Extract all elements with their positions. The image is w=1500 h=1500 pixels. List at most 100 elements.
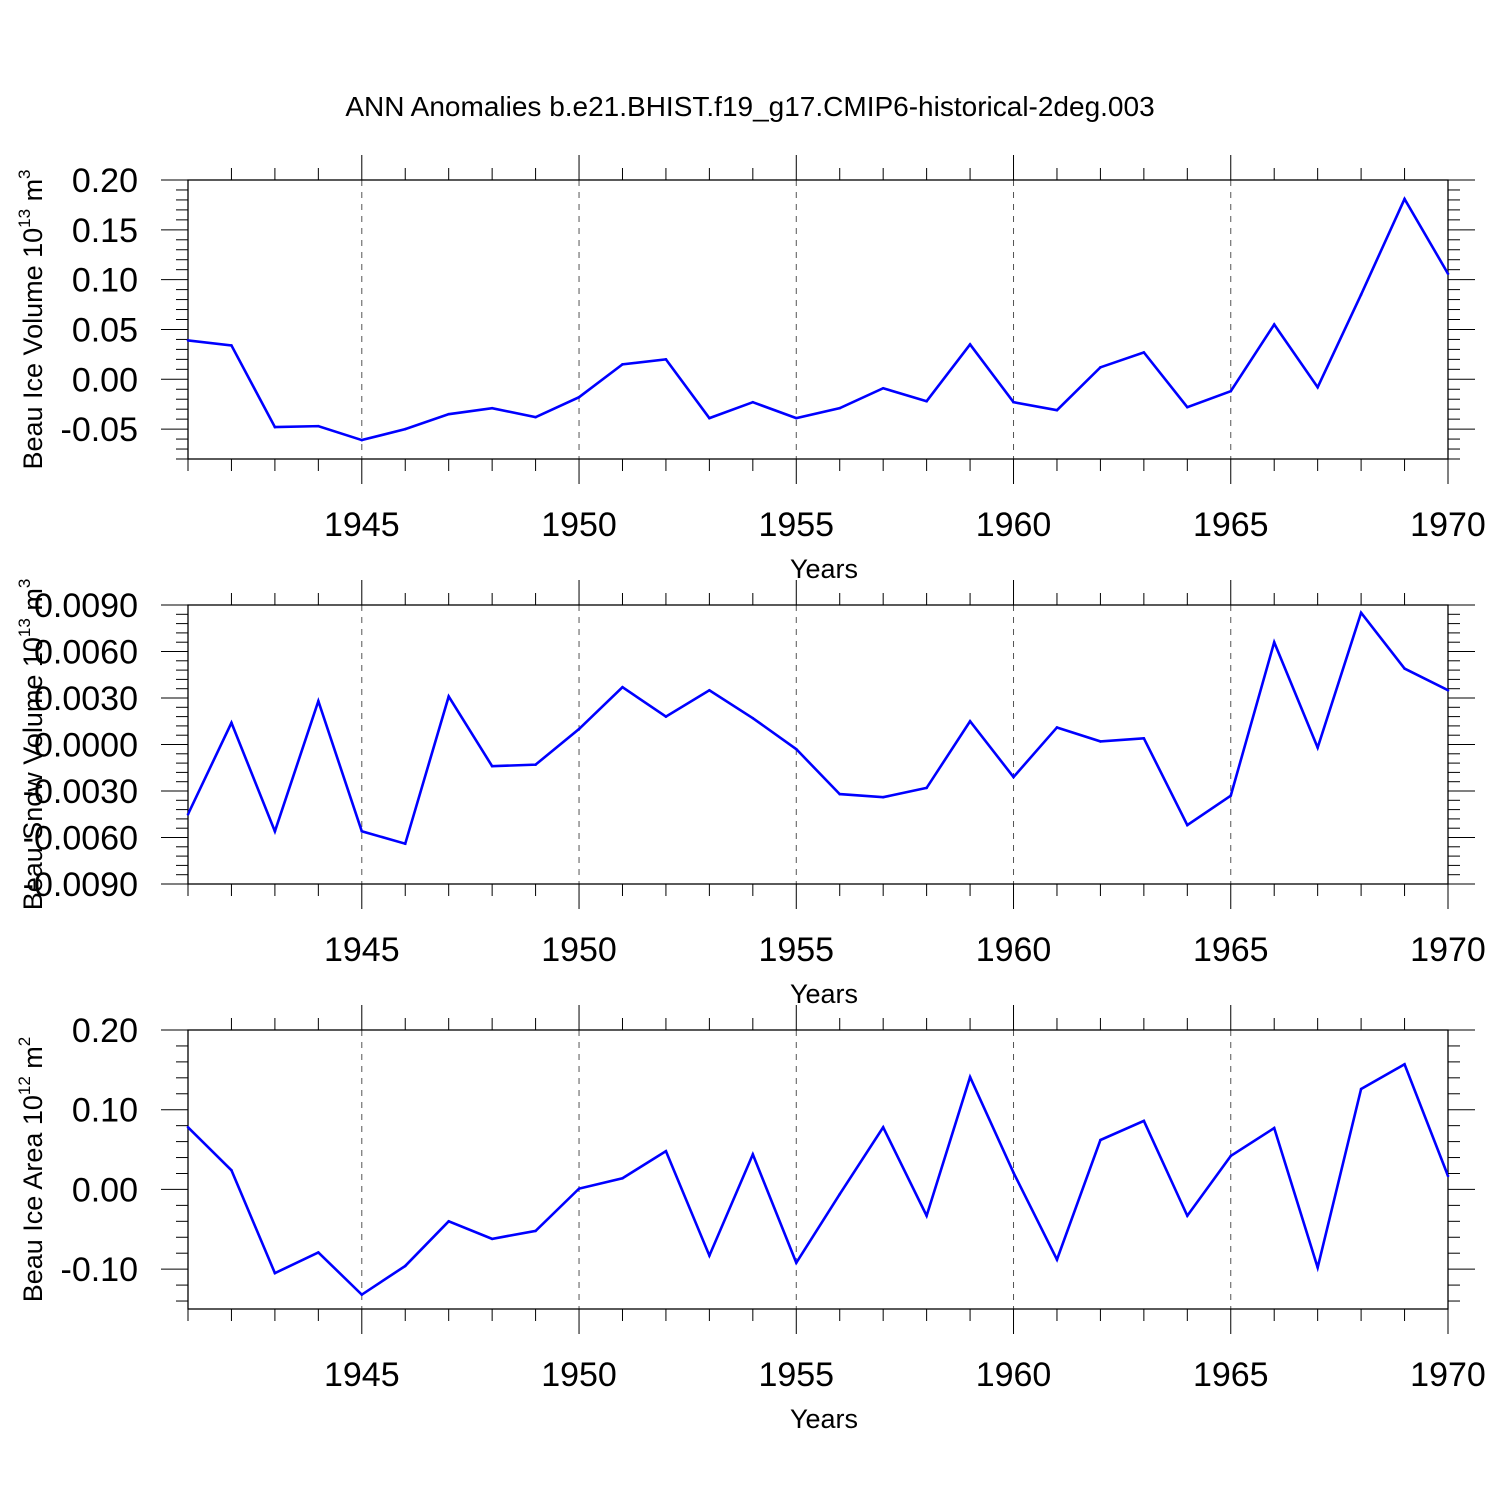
y-tick-label: -0.0030 (23, 773, 138, 811)
data-point (1186, 1214, 1189, 1218)
data-point (708, 688, 711, 692)
data-point (664, 358, 668, 361)
data-point (230, 1168, 233, 1172)
data-point (534, 415, 537, 419)
data-point (490, 406, 494, 410)
data-point (360, 830, 364, 833)
x-tick-label: 1960 (976, 1356, 1052, 1394)
data-point (1229, 794, 1233, 797)
x-tick-label: 1970 (1410, 506, 1486, 544)
data-point (360, 1293, 364, 1296)
data-point (1186, 405, 1189, 409)
data-point (490, 764, 494, 768)
data-point (534, 763, 537, 766)
plot-frame (187, 1029, 1449, 1310)
x-tick-label: 1960 (976, 506, 1052, 544)
data-point (664, 715, 668, 718)
panel-1: 0.20 0.15 0.10 0.05 0.00 -0.05 1945 1950 1955 196… (15, 155, 1486, 584)
y-tick-label: 0.00 (72, 1171, 138, 1209)
y-tick-label: -0.05 (61, 411, 139, 449)
data-point (1403, 1062, 1406, 1066)
data-point (577, 395, 581, 399)
data-point (186, 1125, 190, 1129)
data-point (534, 1229, 537, 1233)
x-tick-label: 1965 (1193, 1356, 1269, 1394)
x-tick-label: 1960 (976, 931, 1052, 969)
y-tick-label: 0.20 (72, 1012, 138, 1050)
data-point (1359, 1087, 1363, 1091)
data-point (1446, 272, 1450, 275)
data-point (230, 721, 233, 725)
data-point (273, 425, 277, 429)
data-point (968, 1075, 972, 1079)
y-axis-title-unit-exponent: 2 (15, 1037, 34, 1046)
y-axis-title: Beau Ice Area 1012 m2 (15, 1037, 48, 1303)
data-point (1272, 323, 1276, 326)
x-tick-label: 1955 (758, 506, 834, 544)
data-point (577, 727, 581, 731)
data-point (621, 363, 624, 366)
data-point (794, 416, 798, 420)
data-point (1272, 640, 1276, 644)
data-point (751, 716, 755, 720)
x-tick-label: 1950 (541, 1356, 617, 1394)
data-point (186, 812, 190, 816)
data-point (838, 792, 842, 796)
data-point (881, 386, 885, 390)
data-point (1142, 1119, 1146, 1123)
y-tick-label: -0.0090 (23, 866, 138, 904)
data-point (621, 1176, 624, 1180)
plot-frame (187, 604, 1449, 885)
data-point (1359, 293, 1363, 296)
y-axis-title: Beau Ice Volume 1013 m3 (15, 169, 48, 469)
data-point (403, 1264, 407, 1268)
x-tick-label: 1950 (541, 506, 617, 544)
data-point (1099, 366, 1102, 369)
data-point (664, 1149, 668, 1153)
x-tick-label: 1955 (758, 1356, 834, 1394)
x-tick-label: 1970 (1410, 1356, 1486, 1394)
x-tick-label: 1965 (1193, 506, 1269, 544)
y-axis-title-unit: m (18, 179, 48, 209)
series-line (188, 196, 1448, 442)
x-tick-label: 1970 (1410, 931, 1486, 969)
data-point (360, 438, 364, 442)
data-point (1359, 611, 1363, 615)
data-point (925, 786, 928, 790)
data-point (317, 424, 320, 428)
data-point (1403, 197, 1406, 201)
y-axis-title-main: Beau Ice Volume 10 (18, 228, 48, 470)
chart-title: ANN Anomalies b.e21.BHIST.f19_g17.CMIP6-… (345, 91, 1154, 122)
data-point (447, 412, 450, 416)
data-point (751, 400, 755, 404)
data-point (881, 1125, 885, 1129)
x-tick-label: 1955 (758, 931, 834, 969)
y-tick-label: 0.0090 (34, 587, 138, 625)
y-axis-title-unit: m (18, 588, 48, 618)
data-point (1316, 385, 1319, 389)
data-point (230, 344, 233, 347)
data-point (1142, 351, 1146, 354)
data-point (447, 695, 450, 698)
data-point (186, 339, 190, 342)
y-tick-label: -0.0060 (23, 820, 138, 858)
data-point (708, 1254, 711, 1257)
data-point (1446, 688, 1450, 692)
data-point (925, 1214, 928, 1218)
y-axis-title-exponent: 13 (15, 618, 34, 637)
series-line (188, 610, 1448, 846)
data-point (794, 1261, 798, 1265)
data-point (1012, 400, 1015, 404)
data-point (1055, 1258, 1059, 1261)
y-axis-title-unit-exponent: 3 (15, 169, 34, 178)
y-axis-title-exponent: 12 (15, 1076, 34, 1095)
panel-2: 0.0090 0.0060 0.0030 0.0000 -0.0030 -0.0060 -0… (15, 579, 1486, 1009)
data-point (317, 699, 320, 703)
x-tick-label: 1945 (324, 1356, 400, 1394)
data-point (1446, 1174, 1450, 1178)
data-point (1316, 746, 1319, 749)
data-point (1099, 740, 1102, 743)
y-axis-title-unit-exponent: 3 (15, 579, 34, 588)
x-tick-label: 1950 (541, 931, 617, 969)
